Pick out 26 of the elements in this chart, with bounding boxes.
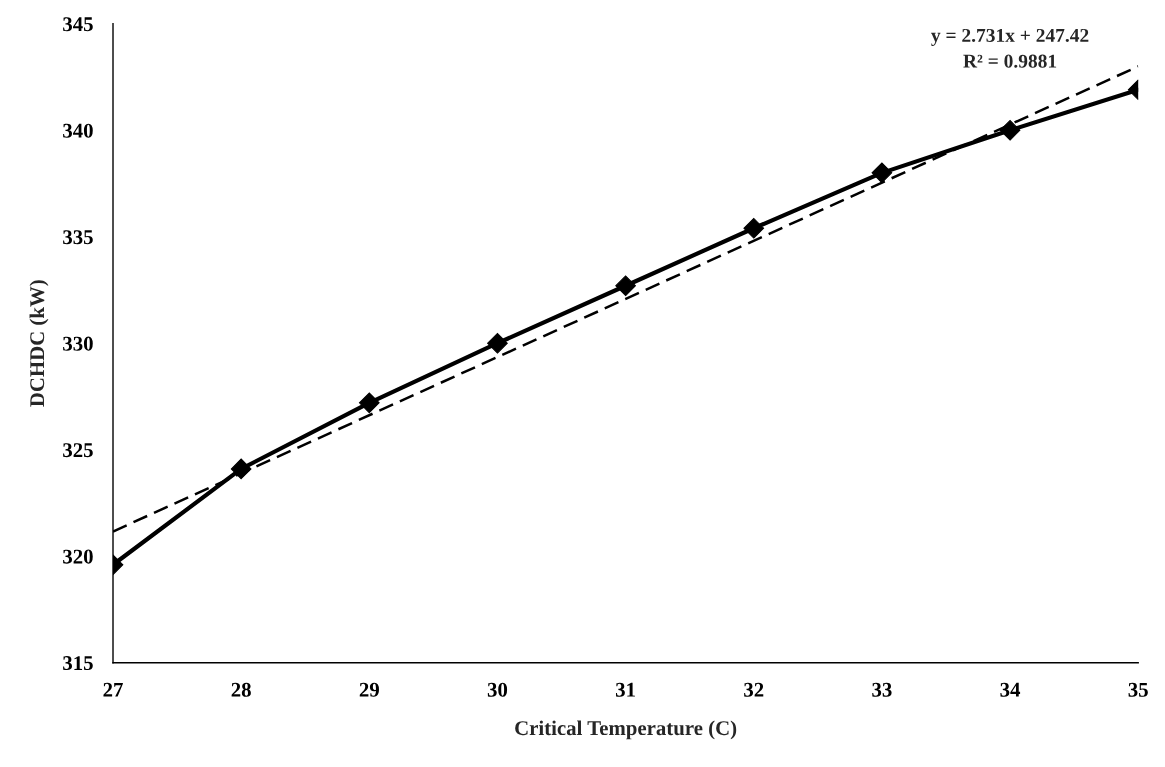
- x-tick-label: 29: [359, 682, 379, 697]
- y-tick-label: 345: [63, 17, 93, 32]
- x-axis-title: Critical Temperature (C): [515, 720, 737, 740]
- y-tick-label: 330: [63, 336, 93, 351]
- point: [743, 217, 765, 239]
- y-tick-label: 335: [63, 230, 93, 245]
- x-tick-label: 32: [744, 682, 764, 697]
- point: [358, 392, 380, 414]
- x-tick-label: 35: [1128, 682, 1148, 697]
- x-tick-label: 31: [615, 682, 635, 697]
- point: [871, 162, 893, 184]
- annotation: y = 2.731x + 247.42 R² = 0.9881: [931, 28, 1089, 68]
- x-tick-label: 28: [231, 682, 251, 697]
- x-tick-label: 27: [103, 682, 123, 697]
- point: [615, 275, 636, 297]
- y-tick-label: 315: [63, 656, 93, 671]
- point: [230, 458, 252, 480]
- y-tick-label: 320: [63, 549, 93, 564]
- x-tick-label: 30: [487, 682, 508, 697]
- point: [999, 119, 1021, 141]
- y-tick-label: 340: [63, 123, 93, 138]
- point: [487, 332, 508, 354]
- x-tick-label: 34: [1000, 682, 1021, 697]
- y-axis-title: DCHDC (kW): [29, 280, 49, 407]
- x-tick-label: 33: [872, 682, 892, 697]
- y-tick-label: 325: [63, 443, 93, 458]
